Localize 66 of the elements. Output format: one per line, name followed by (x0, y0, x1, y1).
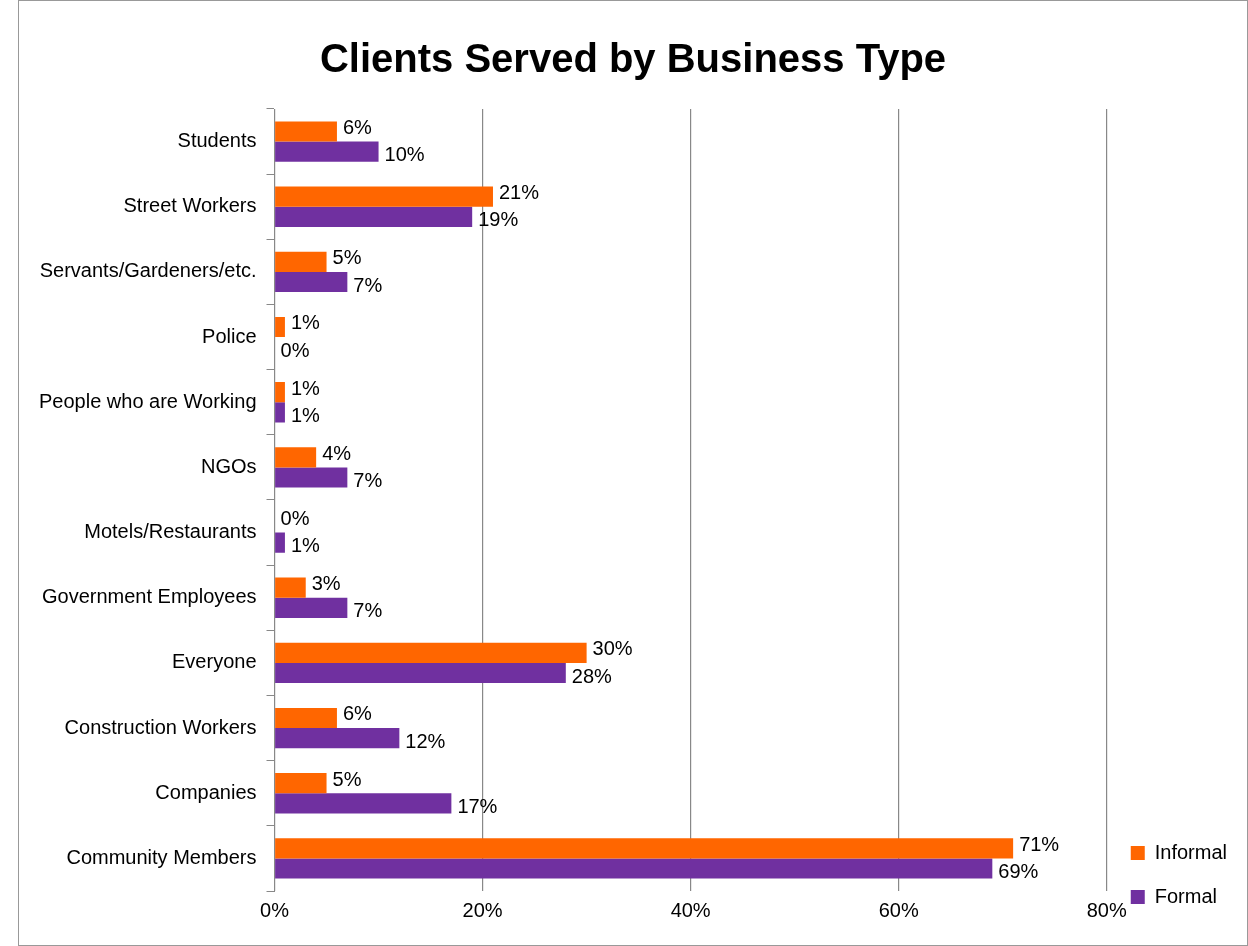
bar (275, 707, 337, 729)
data-label: 30% (592, 637, 633, 660)
y-tick-label: Construction Workers (64, 715, 257, 738)
x-tick-label: 40% (670, 898, 711, 921)
data-label: 0% (280, 338, 310, 361)
y-tick-label: Community Members (66, 845, 257, 868)
y-tick-label: Police (202, 324, 257, 347)
data-label: 6% (342, 116, 373, 138)
data-label: 1% (290, 376, 321, 399)
data-label: 10% (384, 143, 425, 166)
data-label: 21% (498, 181, 540, 204)
bar (275, 251, 327, 272)
bar (275, 402, 285, 423)
data-label: 0% (280, 507, 310, 529)
bar (275, 597, 348, 618)
data-label: 5% (332, 767, 362, 790)
bar (275, 577, 306, 598)
bar (275, 467, 348, 488)
y-tick-label: Companies (155, 780, 257, 803)
y-tick-label: Students (177, 129, 257, 152)
bar (275, 773, 327, 794)
y-tick-label: Government Employees (41, 585, 257, 608)
bar (275, 858, 993, 879)
data-label: 5% (332, 246, 362, 269)
bar (275, 186, 493, 207)
bar (275, 662, 566, 684)
y-tick-label: Street Workers (123, 194, 257, 217)
bar (275, 382, 285, 403)
bar (275, 141, 379, 162)
y-tick-label: NGOs (200, 454, 257, 477)
y-tick-label: Motels/Restaurants (84, 520, 257, 543)
bar (275, 728, 400, 749)
chart-title: Clients Served by Business Type (319, 36, 947, 81)
legend-label: Informal (1154, 840, 1227, 863)
data-label: 1% (290, 311, 321, 334)
data-label: 69% (998, 860, 1039, 883)
bar (275, 447, 317, 468)
data-label: 1% (290, 403, 321, 426)
bar (275, 271, 348, 293)
y-tick-label: Everyone (172, 650, 257, 673)
bar (275, 121, 337, 142)
bar (275, 316, 285, 338)
bar (275, 532, 285, 553)
data-label: 17% (457, 794, 498, 817)
x-tick-label: 0% (260, 898, 290, 921)
data-label: 28% (571, 664, 613, 687)
x-tick-label: 60% (878, 898, 919, 921)
data-label: 7% (353, 469, 383, 492)
data-label: 12% (405, 729, 446, 752)
data-label: 71% (1019, 832, 1060, 855)
y-tick-label: Servants/Gardeners/etc. (39, 259, 257, 282)
data-label: 3% (311, 572, 341, 595)
bar (275, 838, 1014, 859)
x-tick-label: 80% (1086, 898, 1127, 921)
data-label: 7% (353, 599, 383, 622)
data-label: 4% (322, 441, 352, 464)
bar (275, 793, 452, 814)
x-tick-label: 20% (462, 898, 503, 921)
data-label: 19% (478, 208, 519, 231)
y-tick-label: People who are Working (39, 389, 257, 412)
bar (275, 642, 587, 663)
data-label: 7% (353, 273, 383, 296)
bar (275, 206, 473, 227)
legend-label: Formal (1154, 884, 1217, 907)
data-label: 1% (290, 534, 321, 557)
data-label: 6% (342, 702, 373, 725)
